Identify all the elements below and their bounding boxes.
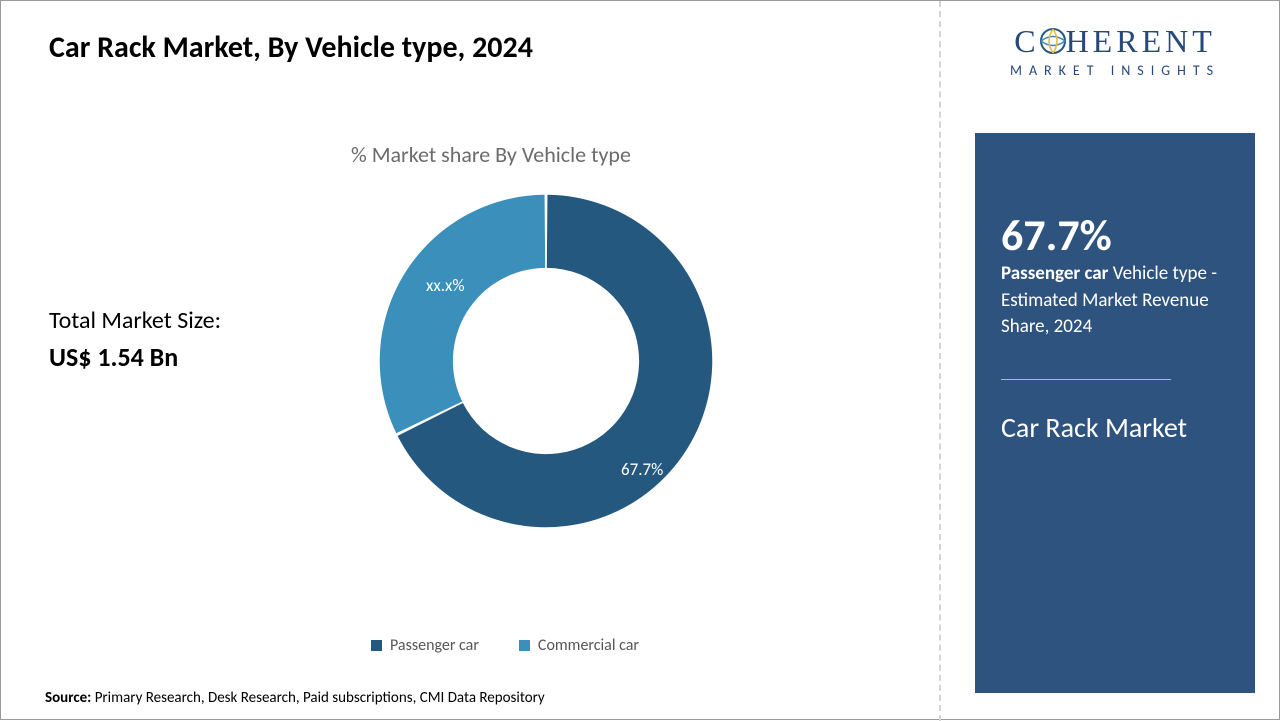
chart-title: Car Rack Market, By Vehicle type, 2024 — [49, 29, 533, 66]
legend-item-commercial: Commercial car — [519, 636, 639, 655]
logo-sub-line: MARKET INSIGHTS — [975, 62, 1255, 79]
logo-main-line: C HERENT — [975, 23, 1255, 60]
legend-swatch — [371, 640, 382, 651]
stat-panel: 67.7% Passenger car Vehicle type - Estim… — [975, 133, 1255, 693]
logo-text: HERENT — [1066, 23, 1216, 59]
chart-subtitle: % Market share By Vehicle type — [351, 141, 631, 168]
legend-swatch — [519, 640, 530, 651]
right-column: C HERENT MARKET INSIGHTS 67.7% Passenger… — [939, 1, 1279, 721]
source-text: Primary Research, Desk Research, Paid su… — [95, 689, 545, 707]
brand-logo: C HERENT MARKET INSIGHTS — [975, 23, 1255, 79]
panel-market-name: Car Rack Market — [1001, 410, 1229, 446]
stat-percentage: 67.7% — [1001, 213, 1229, 257]
logo-text: C — [1014, 23, 1039, 59]
stat-description: Passenger car Vehicle type - Estimated M… — [1001, 261, 1229, 341]
legend-label: Passenger car — [390, 636, 479, 655]
legend-label: Commercial car — [538, 636, 639, 655]
main-area: Car Rack Market, By Vehicle type, 2024 %… — [1, 1, 941, 721]
globe-icon — [1040, 25, 1066, 51]
slice-label-passenger: 67.7% — [621, 459, 663, 480]
stat-highlight: Passenger car — [1001, 262, 1108, 285]
market-size-value: US$ 1.54 Bn — [49, 341, 178, 373]
donut-chart — [371, 186, 721, 536]
panel-divider — [1001, 379, 1171, 380]
market-size-label: Total Market Size: — [49, 306, 221, 335]
chart-legend: Passenger car Commercial car — [371, 636, 639, 655]
source-prefix: Source: — [45, 689, 95, 707]
source-line: Source: Primary Research, Desk Research,… — [45, 689, 545, 707]
slice-label-commercial: xx.x% — [426, 275, 465, 296]
legend-item-passenger: Passenger car — [371, 636, 479, 655]
